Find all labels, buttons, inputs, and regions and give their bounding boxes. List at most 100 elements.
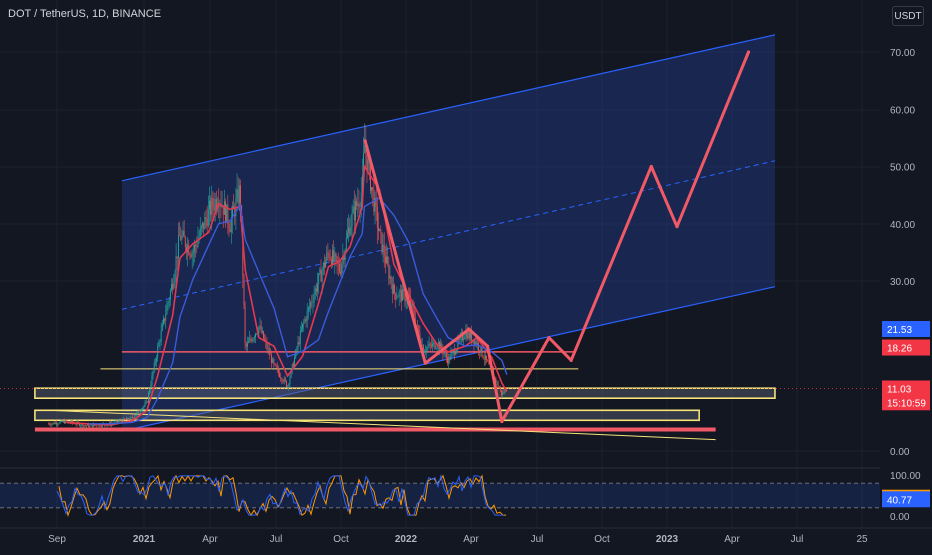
- candle-body: [227, 204, 229, 224]
- candle-body: [127, 417, 129, 420]
- candle-body: [303, 322, 305, 324]
- candle-body: [337, 262, 339, 264]
- candle-body: [243, 275, 245, 306]
- candle-body: [396, 297, 398, 299]
- candle-body: [151, 375, 153, 386]
- candle-body: [214, 198, 216, 211]
- price-label: 18.26: [887, 344, 912, 355]
- candle-body: [468, 332, 470, 339]
- candle-body: [56, 422, 57, 425]
- candle-body: [166, 305, 168, 315]
- candle-body: [264, 338, 266, 341]
- stochastic-y-tick-label: 0.00: [890, 512, 910, 523]
- projection-point: [569, 358, 573, 362]
- candle-body: [274, 363, 276, 365]
- candle-body: [486, 355, 488, 361]
- candle-body: [177, 235, 179, 259]
- candle-body: [302, 323, 304, 330]
- candle-body: [164, 318, 166, 321]
- candle-body: [150, 385, 152, 391]
- candle-body: [487, 360, 489, 362]
- candle-body: [194, 244, 195, 252]
- price-label-box: [882, 339, 930, 356]
- y-tick-label: 30.00: [890, 277, 915, 288]
- candle-body: [260, 325, 262, 333]
- candle-body: [248, 341, 249, 343]
- level-support-box-lower[interactable]: [34, 409, 700, 422]
- candle-body: [143, 405, 145, 408]
- candle-body: [97, 426, 99, 427]
- candle-body: [153, 362, 155, 372]
- candle-body: [382, 244, 384, 253]
- candle-body: [218, 206, 220, 208]
- candle-body: [335, 253, 337, 257]
- candle-body: [403, 288, 405, 292]
- stochastic-k-line[interactable]: [56, 473, 504, 516]
- candle-body: [502, 392, 504, 395]
- candle-body: [363, 153, 364, 176]
- candle-body: [192, 251, 194, 254]
- candle-body: [461, 334, 463, 340]
- candle-body: [340, 271, 341, 274]
- moving-average-slow[interactable]: [88, 197, 508, 425]
- candle-body: [96, 425, 98, 427]
- candle-body: [134, 416, 136, 418]
- candle-body: [272, 358, 274, 364]
- candle-body: [189, 254, 191, 256]
- candle-body: [269, 354, 271, 356]
- candle-body: [115, 420, 117, 422]
- projection-point: [746, 50, 751, 54]
- candle-body: [430, 344, 432, 347]
- candle-body: [334, 253, 336, 261]
- candle-body: [481, 346, 483, 356]
- candle-body: [181, 235, 183, 240]
- descending-trend-line[interactable]: [48, 409, 716, 441]
- candle-body: [162, 318, 164, 324]
- candle-body: [380, 229, 382, 233]
- price-axis[interactable]: [880, 0, 932, 530]
- candle-body: [365, 145, 367, 154]
- candle-body: [386, 256, 387, 264]
- candle-body: [428, 343, 430, 347]
- level-support-box-upper[interactable]: [34, 387, 776, 400]
- candle-body: [305, 319, 307, 321]
- candle-body: [284, 378, 286, 381]
- candle-body: [357, 203, 359, 206]
- candle-body: [180, 236, 182, 240]
- currency-button[interactable]: USDT: [892, 6, 924, 26]
- candle-body: [353, 206, 355, 221]
- candle-body: [116, 420, 118, 423]
- projection-path[interactable]: [363, 51, 750, 424]
- candle-body: [367, 159, 369, 171]
- candle-body: [479, 350, 481, 353]
- candle-body: [332, 250, 333, 266]
- candle-body: [64, 421, 65, 424]
- candle-body: [304, 319, 306, 323]
- x-tick-label: Jul: [270, 534, 283, 545]
- candle-body: [438, 341, 440, 349]
- candle-body: [211, 197, 213, 215]
- candle-body: [426, 347, 428, 351]
- candle-body: [169, 290, 171, 300]
- candle-body: [292, 363, 294, 367]
- candle-body: [280, 377, 282, 379]
- candle-body: [126, 417, 128, 420]
- candle-body: [288, 384, 290, 387]
- candle-body: [455, 352, 456, 355]
- price-label: 21.53: [887, 325, 912, 336]
- candle-body: [88, 424, 90, 428]
- candle-body: [442, 349, 444, 355]
- channel-middle-line[interactable]: [121, 160, 776, 310]
- candle-body: [310, 302, 312, 307]
- candle-body: [330, 259, 332, 266]
- channel-upper-line[interactable]: [121, 34, 776, 182]
- candle-body: [498, 387, 500, 389]
- candle-body: [210, 200, 212, 215]
- candle-body: [458, 339, 460, 341]
- candle-body: [191, 253, 193, 258]
- moving-average-fast[interactable]: [66, 164, 508, 426]
- candle-body: [351, 213, 353, 227]
- stochastic-band: [0, 483, 880, 508]
